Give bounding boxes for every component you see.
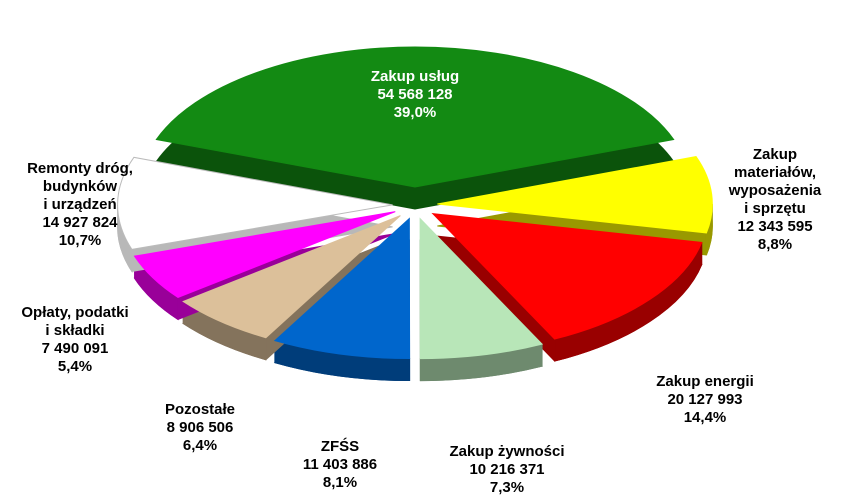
slice [133, 211, 396, 299]
percent-label: 6,4% [182, 437, 218, 454]
percent-label: 5,4% [57, 358, 93, 375]
slice [182, 215, 401, 339]
slice [117, 156, 393, 250]
value-label: 11 403 886 [302, 456, 378, 473]
value-label: 7 490 091 [41, 340, 109, 357]
slice [419, 217, 544, 360]
slice-label: Zakup usług 54 568 128 39,0% [371, 68, 459, 122]
category-label: ZFŚS [320, 438, 360, 455]
slice-label: ZFŚS 11 403 886 8,1% [303, 438, 377, 492]
value-label: 12 343 595 [737, 218, 813, 235]
value-label: 14 927 824 [42, 214, 118, 231]
category-label: Pozostałe [164, 401, 236, 418]
value-label: 8 906 506 [166, 419, 234, 436]
category-label: Zakup energii [656, 373, 754, 390]
slice-label: Zakup energii 20 127 993 14,4% [656, 373, 754, 427]
slice [273, 217, 411, 360]
slice-label: Zakup żywności 10 216 371 7,3% [449, 443, 564, 497]
slice-label: Pozostałe 8 906 506 6,4% [165, 401, 235, 455]
category-label: Opłaty, podatki i składki [21, 304, 129, 339]
percent-label: 8,8% [757, 236, 793, 253]
value-label: 54 568 128 [377, 86, 453, 103]
percent-label: 14,4% [683, 409, 727, 426]
slice [431, 212, 703, 340]
slice-label: Opłaty, podatki i składki 7 490 091 5,4% [21, 304, 128, 376]
category-label: Zakup materiałów, wyposażenia i sprzętu [728, 146, 822, 217]
category-label: Remonty dróg, budynków i urządzeń [27, 160, 133, 213]
category-label: Zakup żywności [449, 443, 565, 460]
percent-label: 7,3% [489, 479, 525, 496]
value-label: 20 127 993 [667, 391, 743, 408]
slice [155, 46, 675, 188]
value-label: 10 216 371 [469, 461, 545, 478]
slice-label: Remonty dróg, budynków i urządzeń 14 927 … [27, 160, 133, 250]
category-label: Zakup usług [370, 68, 460, 85]
slice [437, 155, 713, 234]
slice-label: Zakup materiałów, wyposażenia i sprzętu 1… [729, 146, 822, 254]
percent-label: 8,1% [322, 474, 358, 491]
percent-label: 39,0% [393, 104, 437, 121]
percent-label: 10,7% [58, 232, 102, 249]
